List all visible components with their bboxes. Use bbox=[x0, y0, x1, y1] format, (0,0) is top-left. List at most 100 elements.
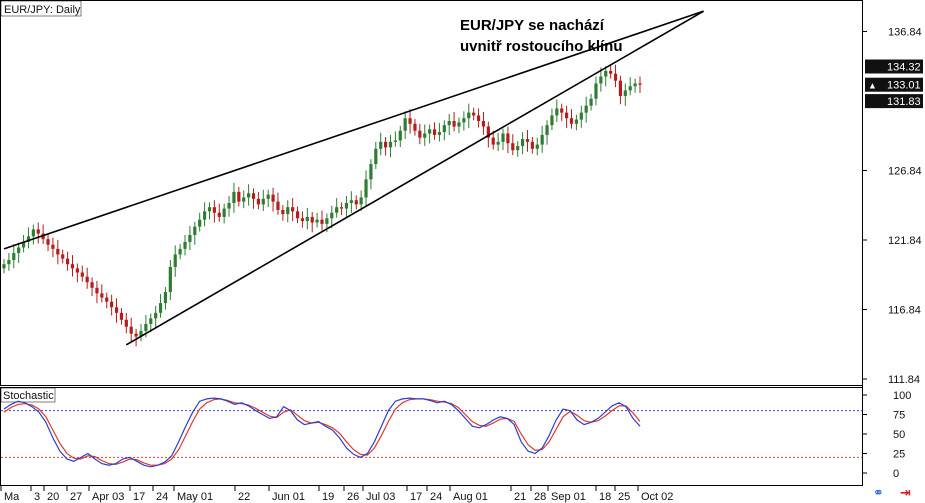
candle-body bbox=[154, 312, 158, 319]
close-icon[interactable]: ⇥ bbox=[900, 486, 911, 501]
candle-body bbox=[12, 253, 16, 261]
candle-body bbox=[183, 241, 187, 249]
candle-body bbox=[379, 141, 383, 149]
candle-body bbox=[227, 203, 231, 209]
candle-body bbox=[242, 197, 246, 202]
candle-body bbox=[7, 260, 11, 265]
candle-body bbox=[247, 193, 251, 198]
candle-body bbox=[75, 268, 79, 273]
time-tick-label: 21 bbox=[514, 491, 526, 503]
candle-body bbox=[579, 112, 583, 120]
candle-body bbox=[428, 129, 432, 134]
candle-body bbox=[2, 264, 6, 269]
candle-body bbox=[481, 120, 486, 127]
candle-body bbox=[388, 141, 393, 148]
candle-body bbox=[330, 212, 334, 219]
candle-body bbox=[613, 73, 618, 81]
candle-body bbox=[550, 115, 554, 126]
candle-body bbox=[594, 83, 598, 99]
time-tick-label: Jun 01 bbox=[272, 491, 305, 503]
price-badge bbox=[865, 94, 923, 109]
candle-body bbox=[178, 248, 182, 255]
candle-body bbox=[17, 247, 21, 254]
candle-body bbox=[110, 301, 114, 308]
time-tick-label: 28 bbox=[534, 491, 546, 503]
candle-body bbox=[281, 209, 285, 215]
candle-body bbox=[516, 146, 520, 151]
price-badges: 134.32 133.01 ▲ 131.83 bbox=[865, 59, 923, 109]
trendlines-layer bbox=[3, 10, 705, 346]
candle-body bbox=[158, 303, 163, 313]
candle-body bbox=[207, 207, 212, 212]
candle-body bbox=[217, 212, 221, 217]
candle-body bbox=[61, 254, 65, 259]
time-tick-label: 17 bbox=[410, 491, 422, 503]
candle-body bbox=[452, 120, 456, 127]
candle-body bbox=[638, 83, 642, 85]
candle-body bbox=[56, 248, 60, 255]
candle-body bbox=[476, 115, 481, 121]
candle-body bbox=[144, 323, 148, 331]
candle-body bbox=[442, 125, 446, 133]
candle-body bbox=[393, 140, 397, 142]
candle-body bbox=[173, 254, 177, 267]
time-tick-label: 27 bbox=[70, 491, 82, 503]
candle-body bbox=[540, 134, 544, 145]
time-tick-label: Aug 01 bbox=[453, 491, 488, 503]
candle-body bbox=[198, 219, 202, 227]
candle-body bbox=[305, 216, 309, 222]
candle-body bbox=[462, 118, 466, 123]
price-tick-label: 126.84 bbox=[888, 165, 922, 177]
candle-body bbox=[535, 144, 539, 149]
candle-body bbox=[354, 200, 358, 205]
trendline-upper bbox=[3, 10, 704, 250]
time-tick-label: 24 bbox=[430, 491, 442, 503]
main-panel-frame bbox=[0, 0, 863, 386]
price-axis: 136.84 126.84 121.84 116.84 111.84 bbox=[862, 26, 922, 386]
candle-body bbox=[403, 118, 407, 131]
stoch-tick-label: 0 bbox=[893, 468, 899, 480]
candle-body bbox=[100, 293, 104, 298]
candle-body bbox=[31, 229, 35, 237]
candle-body bbox=[291, 207, 295, 212]
candle-body bbox=[555, 108, 559, 116]
candle-body bbox=[222, 208, 226, 217]
candle-body bbox=[85, 276, 89, 283]
candle-body bbox=[344, 203, 349, 209]
time-tick-label: Apr 03 bbox=[92, 491, 124, 503]
candle-body bbox=[276, 201, 280, 210]
price-badge-label: 134.32 bbox=[887, 61, 921, 73]
stochastic-layer: 100 75 50 25 0 bbox=[1, 390, 911, 480]
symbol-label-box bbox=[0, 0, 82, 17]
candle-body bbox=[90, 282, 94, 288]
candle-body bbox=[26, 236, 31, 242]
time-tick-label: May 01 bbox=[177, 491, 213, 503]
candle-body bbox=[36, 229, 40, 234]
candle-body bbox=[447, 120, 451, 126]
candle-body bbox=[496, 141, 500, 145]
candle-body bbox=[271, 194, 275, 202]
stochastic-panel-frame bbox=[0, 387, 863, 486]
candle-body bbox=[339, 207, 344, 209]
time-tick-label: Jul 03 bbox=[366, 491, 395, 503]
time-tick-label: 17 bbox=[133, 491, 145, 503]
link-icon[interactable]: ⚭ bbox=[873, 486, 884, 501]
time-tick-label: 22 bbox=[238, 491, 250, 503]
candle-body bbox=[418, 130, 422, 138]
price-badge bbox=[865, 77, 923, 92]
candle-body bbox=[457, 122, 461, 127]
candle-body bbox=[359, 197, 363, 205]
candle-body bbox=[335, 207, 339, 213]
stochastic-label: Stochastic bbox=[3, 390, 54, 402]
candle-body bbox=[300, 218, 305, 222]
candle-body bbox=[295, 211, 300, 219]
time-tick-label: 26 bbox=[347, 491, 359, 503]
candle-body bbox=[633, 83, 637, 87]
candle-body bbox=[525, 139, 530, 142]
candle-body bbox=[398, 130, 402, 141]
price-tick-label: 116.84 bbox=[888, 304, 921, 316]
candle-body bbox=[163, 291, 168, 304]
candle-body bbox=[364, 179, 368, 198]
